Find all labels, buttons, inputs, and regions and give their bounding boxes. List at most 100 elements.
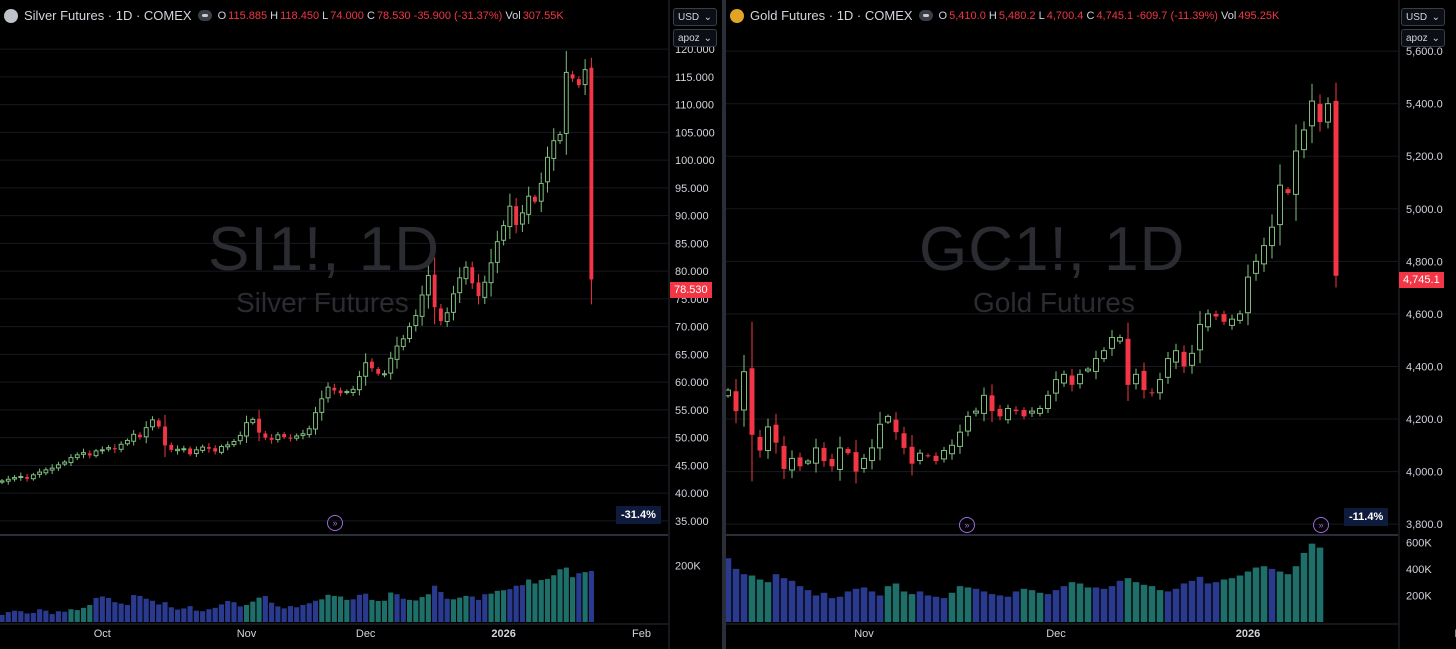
volume-bar <box>1068 582 1076 622</box>
candle-body <box>49 467 55 471</box>
candle-body <box>288 437 293 439</box>
silver-symbol-icon[interactable] <box>4 8 18 23</box>
volume-bar <box>0 614 5 622</box>
y-tick-label: 60.000 <box>675 377 709 389</box>
volume-bar <box>582 572 588 622</box>
candle-body <box>1253 260 1259 274</box>
scale-mode-select[interactable]: apoz ⌄ <box>1401 29 1445 47</box>
gold-high: 5,480.2 <box>998 9 1036 22</box>
candle-body <box>225 444 231 448</box>
candle-body <box>87 453 92 456</box>
candle-body <box>829 458 835 467</box>
volume-bar <box>772 574 780 622</box>
candle-body <box>200 446 206 451</box>
volume-bar <box>237 606 243 622</box>
silver-chart-canvas[interactable]: 120.000 115.000 110.000 105.000 100.000 95.00… <box>0 0 722 649</box>
candle-body <box>1165 358 1171 378</box>
silver-title[interactable]: Silver Futures · 1D · COMEX <box>24 8 192 23</box>
candle-body <box>30 474 36 480</box>
volume-bar <box>118 603 124 622</box>
gold-title[interactable]: Gold Futures · 1D · COMEX <box>750 8 913 23</box>
gold-chart-panel[interactable]: 5,600.0 5,400.0 5,200.0 5,000.0 4,800.0 4,600… <box>726 0 1456 649</box>
gold-symbol-icon[interactable] <box>730 8 744 23</box>
candle-body <box>570 74 575 79</box>
volume-bar <box>804 590 812 622</box>
go-to-realtime-icon[interactable]: » <box>1313 517 1329 533</box>
candle-body <box>519 212 525 225</box>
candle-body <box>99 449 105 452</box>
candle-body <box>219 446 224 453</box>
volume-bar <box>1228 578 1236 622</box>
volume-bar <box>1124 578 1132 622</box>
candle-body <box>257 418 262 433</box>
candle-body <box>1237 313 1243 321</box>
volume-bar <box>124 605 130 622</box>
candle-body <box>1157 379 1163 394</box>
volume-bar <box>62 611 68 622</box>
volume-bar <box>988 594 996 622</box>
volume-bar <box>1156 590 1164 622</box>
currency-select[interactable]: USD ⌄ <box>673 8 717 26</box>
volume-bar <box>836 596 844 622</box>
y-tick-label: 5,600.0 <box>1406 46 1443 58</box>
volume-bar <box>432 585 438 622</box>
volume-tick-label: 600K <box>1406 537 1432 549</box>
volume-bar <box>5 612 11 622</box>
silver-chart-panel[interactable]: 120.000 115.000 110.000 105.000 100.000 95.00… <box>0 0 722 649</box>
candle-body <box>1133 373 1139 385</box>
candle-body <box>765 426 771 452</box>
volume-bar <box>369 599 375 622</box>
gold-chart-canvas[interactable]: 5,600.0 5,400.0 5,200.0 5,000.0 4,800.0 4,600… <box>726 0 1456 649</box>
y-tick-label: 80.000 <box>675 266 709 278</box>
volume-bar <box>99 596 105 622</box>
panel-divider[interactable] <box>722 0 726 649</box>
currency-select[interactable]: USD ⌄ <box>1401 8 1445 26</box>
volume-bar <box>1236 575 1244 622</box>
candle-body <box>1093 358 1099 372</box>
volume-bar <box>1108 586 1116 622</box>
candle-body <box>507 205 513 228</box>
volume-bar <box>400 598 406 622</box>
candle-body <box>407 326 412 339</box>
candle-body <box>1317 103 1323 123</box>
candle-body <box>382 373 387 376</box>
volume-bar <box>131 595 137 622</box>
candle-body <box>463 266 469 280</box>
gold-volume: 495.25K <box>1238 9 1280 22</box>
scale-mode-select[interactable]: apoz ⌄ <box>673 29 717 47</box>
volume-bar <box>356 594 362 622</box>
volume-bar <box>200 611 206 622</box>
candle-body <box>749 368 755 435</box>
candle-body <box>1205 313 1211 328</box>
silver-low: 74.000 <box>330 9 364 22</box>
candle-body <box>12 477 17 480</box>
volume-bar <box>55 611 62 622</box>
candle-body <box>1037 408 1043 414</box>
volume-bar <box>1268 568 1276 622</box>
silver-ohlc: O 115.885 H 118.450 L 74.000 C 78.530 -35.90… <box>217 9 564 22</box>
go-to-realtime-icon[interactable]: » <box>959 517 975 533</box>
candle-body <box>388 357 394 374</box>
candle-body <box>1309 100 1315 127</box>
volume-bar <box>940 598 948 622</box>
eye-icon[interactable] <box>197 10 212 21</box>
candle-body <box>143 427 149 438</box>
candle-body <box>363 362 369 377</box>
volume-bar <box>413 600 419 622</box>
candle-body <box>394 345 400 360</box>
volume-bar <box>726 558 732 622</box>
candle-body <box>1197 323 1203 351</box>
candle-body <box>432 274 437 308</box>
candle-body <box>1085 368 1091 372</box>
volume-bar <box>1076 583 1084 622</box>
volume-bar <box>68 609 74 622</box>
candle-body <box>1069 375 1075 385</box>
go-to-realtime-icon[interactable]: » <box>327 515 343 531</box>
y-tick-label: 110.000 <box>675 100 714 112</box>
volume-bar <box>494 590 500 622</box>
volume-bar <box>394 594 400 622</box>
candle-body <box>263 433 268 438</box>
candle-body <box>275 434 281 441</box>
volume-bar <box>344 599 350 622</box>
eye-icon[interactable] <box>918 10 933 21</box>
